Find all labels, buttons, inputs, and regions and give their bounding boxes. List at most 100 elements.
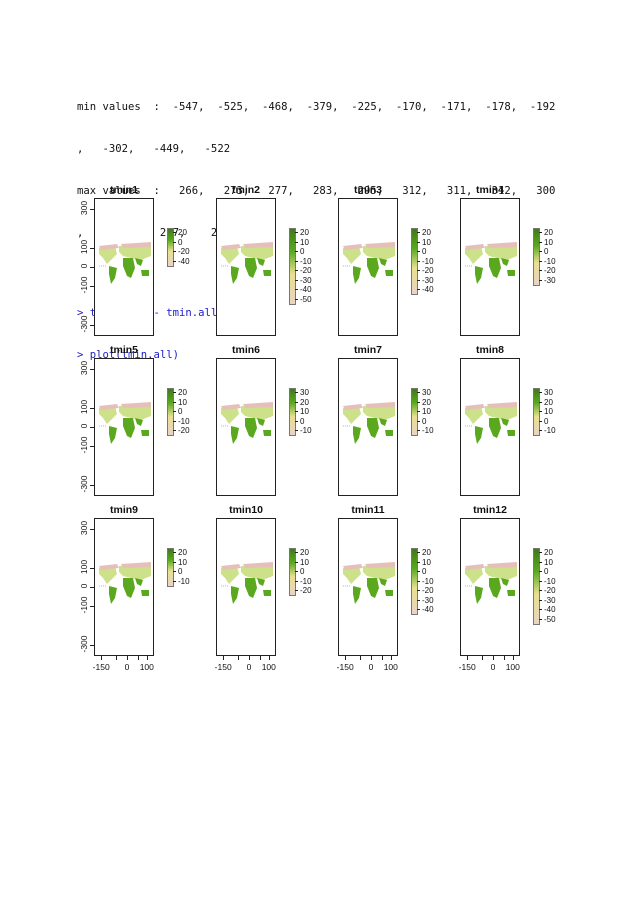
legend-label: -20	[544, 266, 556, 275]
landmass	[221, 564, 241, 570]
legend-label: -20	[178, 426, 190, 435]
legend-label: 0	[422, 247, 427, 256]
legend-label: -10	[300, 256, 312, 266]
legend-label: 10	[178, 557, 187, 567]
panel-title: tmin12	[473, 504, 507, 516]
legend-tick	[417, 420, 420, 422]
panel-title: tmin1	[109, 184, 138, 196]
landmass	[353, 426, 361, 444]
legend-label: 10	[300, 237, 309, 247]
legend-label: -10	[422, 256, 434, 266]
world-map-raster	[99, 562, 151, 604]
legend-gradient	[167, 548, 174, 587]
legend-label: -40	[544, 605, 556, 614]
landmass	[231, 266, 239, 284]
y-axis-tick	[90, 407, 94, 409]
legend-tick	[173, 232, 176, 233]
legend-label: 30	[544, 388, 553, 397]
legend-label: 10	[178, 397, 187, 407]
legend-tick	[417, 401, 420, 403]
legend-tick	[539, 590, 542, 591]
panel-title: tmin5	[109, 344, 138, 356]
landmass	[363, 244, 395, 260]
landmass	[109, 426, 117, 444]
world-map-raster	[343, 402, 395, 444]
legend-tick	[539, 571, 542, 572]
x-axis-tick	[127, 656, 128, 660]
legend-tick	[417, 609, 420, 610]
x-axis-tick	[237, 656, 239, 660]
legend-tick	[539, 420, 542, 422]
landmass	[365, 562, 395, 568]
legend-label: 0	[300, 247, 305, 256]
landmass	[489, 578, 501, 598]
legend-tick	[417, 279, 420, 281]
landmass	[475, 426, 483, 444]
legend-label: -10	[178, 416, 190, 426]
landmass	[487, 242, 517, 248]
x-axis-tick	[467, 656, 469, 660]
legend-tick	[417, 289, 420, 290]
raster-panel	[460, 358, 520, 496]
legend-gradient	[411, 228, 418, 295]
legend-tick	[295, 571, 298, 572]
landmass	[465, 404, 485, 410]
landmass	[99, 244, 119, 250]
x-axis-tick	[137, 656, 139, 660]
legend-label: -10	[544, 426, 556, 435]
legend-label: -30	[544, 275, 556, 285]
landmass	[475, 266, 483, 284]
landmass	[475, 586, 483, 604]
world-map-raster	[99, 402, 151, 444]
landmass	[141, 270, 149, 276]
landmass	[485, 244, 517, 260]
x-tick-label: 0	[246, 662, 252, 672]
x-tick-label: 100	[383, 662, 398, 672]
legend-tick	[539, 241, 542, 243]
legend-tick	[417, 430, 420, 431]
landmass	[241, 564, 273, 580]
legend-label: -40	[178, 256, 190, 266]
legend-label: -10	[300, 426, 312, 435]
legend-tick	[295, 392, 298, 393]
legend-gradient	[533, 548, 540, 625]
y-tick-label: -100	[79, 276, 89, 294]
legend-tick	[417, 260, 420, 262]
legend-tick	[173, 411, 176, 412]
legend-tick	[173, 561, 176, 563]
legend-label: 10	[544, 557, 553, 567]
landmass	[379, 418, 387, 426]
y-axis-tick	[90, 286, 94, 288]
landmass	[343, 404, 363, 410]
landmass	[243, 242, 273, 248]
world-map-raster	[343, 242, 395, 284]
legend-label: -20	[544, 586, 556, 595]
y-tick-label: 300	[79, 520, 89, 536]
legend-gradient	[533, 228, 540, 286]
legend-tick	[295, 401, 298, 403]
legend-tick	[173, 241, 176, 243]
legend-gradient	[289, 548, 296, 596]
legend-tick	[417, 270, 420, 271]
landmass	[123, 418, 135, 438]
panel-title: tmin3	[353, 184, 382, 196]
legend-tick	[295, 552, 298, 553]
legend-label: -20	[422, 266, 434, 275]
legend-label: 20	[422, 228, 431, 237]
y-axis-tick	[90, 267, 94, 268]
landmass	[99, 406, 117, 424]
landmass	[385, 270, 393, 276]
legend-tick	[539, 580, 542, 582]
landmass	[465, 244, 485, 250]
legend-label: -30	[422, 275, 434, 285]
landmass	[465, 566, 483, 584]
x-axis-tick	[493, 656, 494, 660]
y-tick-label: -100	[79, 436, 89, 454]
legend-tick	[295, 420, 298, 422]
r-console-output: min values : -547, -525, -468, -379, -22…	[77, 72, 577, 376]
legend-label: 0	[178, 567, 183, 576]
landmass	[119, 564, 151, 580]
legend-tick	[539, 260, 542, 262]
landmass	[221, 404, 241, 410]
legend-label: 10	[544, 237, 553, 247]
